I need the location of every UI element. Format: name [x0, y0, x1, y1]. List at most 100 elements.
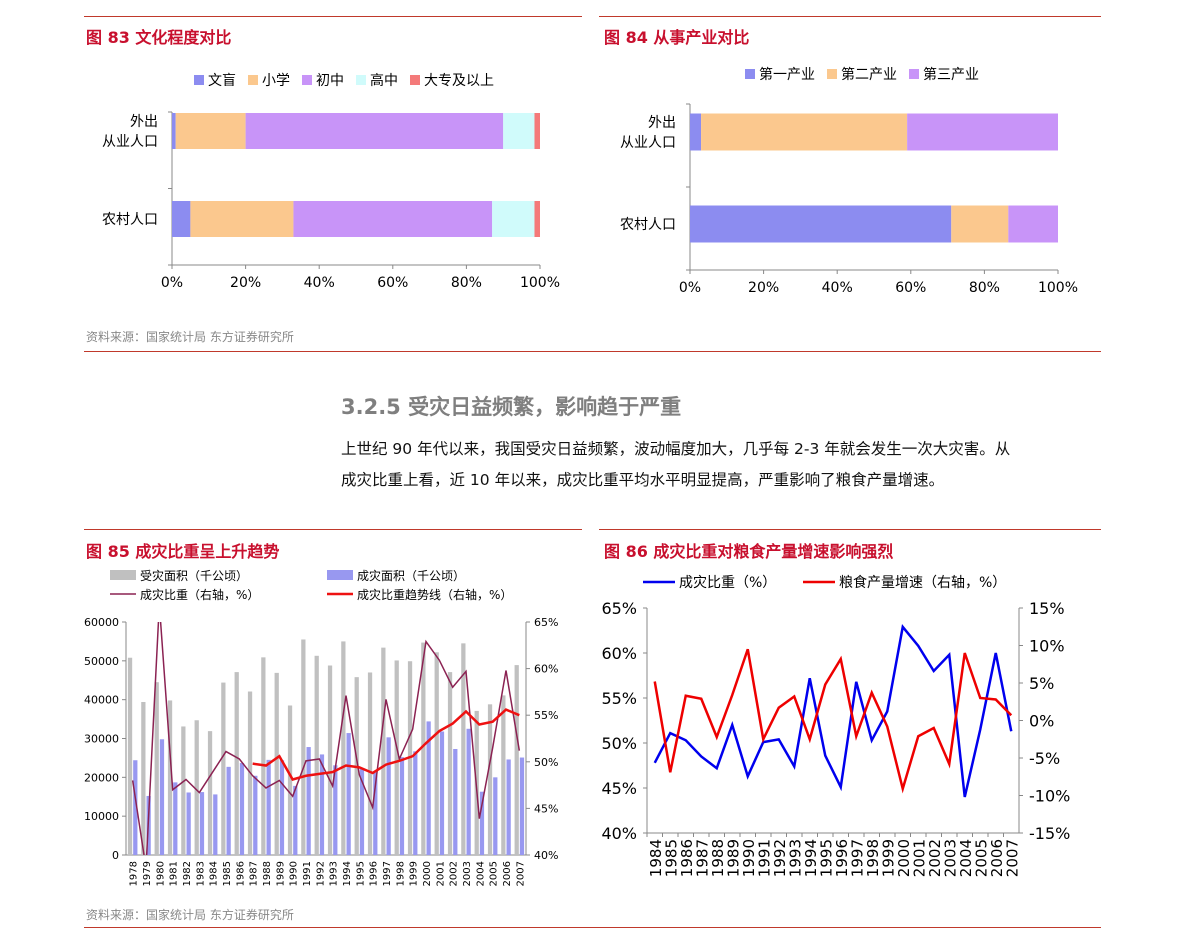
bar-damaged-area [253, 775, 258, 855]
x-tick-label: 2001 [435, 861, 446, 886]
x-tick-label: 2004 [957, 839, 975, 877]
legend-swatch [302, 75, 312, 85]
bar-affected-area [234, 672, 239, 855]
bar-damaged-area [306, 747, 311, 855]
x-tick-label: 1989 [724, 839, 742, 877]
x-tick-label: 1993 [786, 839, 804, 877]
category-label: 外出 [130, 114, 158, 130]
bar-affected-area [487, 704, 493, 855]
left-y-tick-label: 10000 [84, 810, 119, 823]
x-tick-label: 2007 [515, 861, 526, 886]
x-tick-label: 1997 [382, 861, 393, 886]
x-tick-label: 1978 [129, 861, 140, 886]
bar-damaged-area [186, 792, 191, 855]
bar-segment [534, 113, 540, 149]
x-tick-label: 1988 [709, 839, 727, 877]
right-y-tick-label: -5% [1029, 749, 1060, 768]
bar-damaged-area [346, 733, 351, 855]
x-tick-label: 2005 [972, 839, 990, 877]
legend-label: 成灾比重（右轴，%） [140, 587, 259, 602]
bar-segment [175, 113, 246, 149]
bar-affected-area [461, 643, 466, 855]
section-paragraph: 上世纪 90 年代以来，我国受灾日益频繁，波动幅度加大，几乎每 2-3 年就会发… [341, 434, 1116, 496]
x-tick-label: 2007 [1003, 839, 1021, 877]
right-y-tick-label: -10% [1029, 787, 1070, 806]
bar-affected-area [421, 642, 426, 855]
bar-damaged-area [453, 748, 458, 855]
legend-swatch [827, 69, 837, 79]
x-tick-label: 2000 [895, 839, 913, 877]
right-y-tick-label: 40% [534, 849, 558, 862]
x-tick-label: 1994 [342, 861, 353, 886]
bar-damaged-area [226, 766, 231, 855]
fig84-title: 图 84 从事产业对比 [604, 28, 750, 47]
x-tick-label: 1999 [879, 839, 897, 877]
fig85-title: 图 85 成灾比重呈上升趋势 [86, 542, 280, 561]
x-tick-label: 2001 [910, 839, 928, 877]
bar-damaged-area [399, 757, 405, 855]
right-y-tick-label: 15% [1029, 599, 1065, 618]
x-tick-label: 1989 [275, 861, 286, 886]
bar-damaged-area [373, 772, 378, 855]
bar-affected-area [167, 700, 173, 855]
legend-label: 初中 [316, 72, 344, 89]
bar-affected-area [181, 726, 186, 855]
x-tick-label: 100% [1038, 280, 1078, 296]
bar-segment [951, 205, 1009, 243]
x-tick-label: 1996 [833, 839, 851, 877]
left-y-tick-label: 55% [601, 689, 637, 708]
bar-damaged-area [493, 777, 498, 855]
x-tick-label: 1991 [755, 839, 773, 877]
category-label: 从业人口 [102, 134, 158, 150]
bar-segment [293, 201, 493, 237]
x-tick-label: 2005 [489, 861, 500, 886]
section-rule [84, 351, 1101, 352]
x-tick-label: 20% [230, 275, 261, 291]
disaster-ratio-line [653, 624, 1013, 798]
bar-damaged-area [386, 737, 391, 855]
bar-affected-area [367, 672, 373, 855]
x-tick-label: 60% [377, 275, 408, 291]
x-tick-label: 40% [822, 280, 853, 296]
legend-label: 粮食产量增速（右轴，%） [839, 574, 1006, 591]
category-label: 外出 [648, 115, 676, 131]
category-label: 农村人口 [620, 217, 676, 233]
left-y-tick-label: 0 [112, 849, 119, 862]
bar-damaged-area [239, 762, 245, 855]
bar-segment [690, 205, 952, 243]
bar-segment [503, 113, 535, 149]
bar-damaged-area [413, 751, 418, 855]
bar-affected-area [341, 641, 346, 855]
legend-swatch [745, 69, 755, 79]
legend-label: 成灾面积（千公顷） [357, 568, 465, 583]
bar-segment [245, 113, 504, 149]
x-tick-label: 1984 [647, 839, 665, 877]
bar-damaged-area [359, 768, 365, 855]
bar-affected-area [447, 672, 453, 855]
left-y-tick-label: 65% [601, 599, 637, 618]
fig85-top-rule [84, 529, 582, 530]
bar-segment [907, 113, 1058, 151]
left-y-tick-label: 40000 [84, 694, 119, 707]
bar-damaged-area [506, 759, 511, 855]
x-tick-label: 1984 [209, 861, 220, 886]
left-y-tick-label: 50% [601, 734, 637, 753]
legend-label: 受灾面积（千公顷） [140, 568, 248, 583]
bottom-rule [84, 927, 1101, 928]
bar-segment [492, 201, 535, 237]
bar-damaged-area [319, 754, 325, 855]
legend-label: 小学 [262, 73, 290, 89]
legend-swatch [110, 570, 136, 580]
left-y-tick-label: 60000 [84, 616, 119, 629]
legend-label: 第三产业 [923, 66, 979, 83]
x-tick-label: 1998 [864, 839, 882, 877]
bar-damaged-area [266, 759, 271, 855]
right-y-tick-label: 55% [534, 709, 558, 722]
bar-affected-area [314, 655, 319, 855]
x-tick-label: 1979 [142, 861, 153, 886]
bar-damaged-area [159, 739, 165, 855]
bar-affected-area [394, 660, 399, 855]
x-tick-label: 40% [304, 275, 335, 291]
right-y-tick-label: 0% [1029, 712, 1054, 731]
